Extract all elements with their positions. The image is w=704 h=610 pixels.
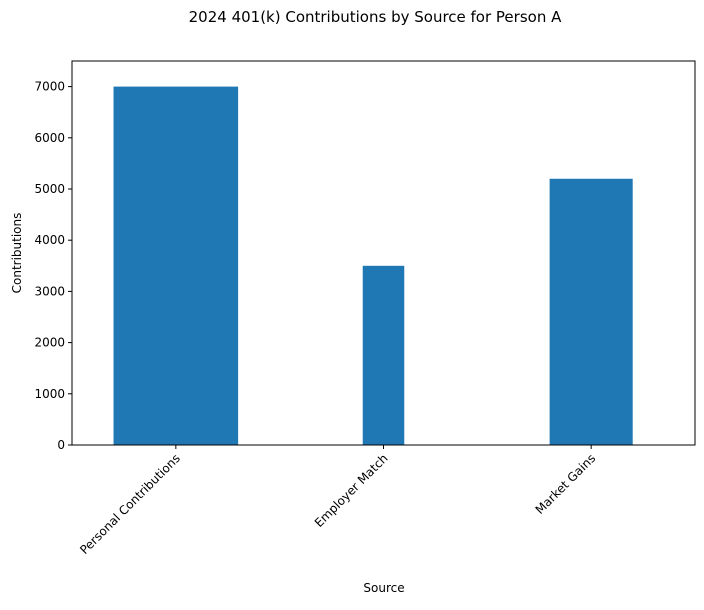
bar-personal-contributions bbox=[113, 86, 239, 445]
x-axis-label: Source bbox=[363, 581, 404, 595]
plot-area bbox=[113, 86, 633, 445]
x-tick-label: Employer Match bbox=[312, 451, 391, 530]
y-axis: 0 1000 2000 3000 4000 5000 6000 7000 bbox=[34, 80, 72, 452]
y-tick-label: 4000 bbox=[34, 233, 65, 247]
x-tick-label: Personal Contributions bbox=[77, 451, 183, 557]
y-tick-label: 5000 bbox=[34, 182, 65, 196]
y-tick-label: 1000 bbox=[34, 387, 65, 401]
y-tick-label: 0 bbox=[57, 438, 65, 452]
y-tick-label: 6000 bbox=[34, 131, 65, 145]
chart-title: 2024 401(k) Contributions by Source for … bbox=[189, 8, 562, 26]
bar-market-gains bbox=[549, 178, 633, 445]
x-tick-label: Market Gains bbox=[533, 451, 599, 517]
bar-employer-match bbox=[362, 265, 405, 445]
y-axis-label: Contributions bbox=[10, 213, 24, 294]
y-tick-label: 2000 bbox=[34, 336, 65, 350]
y-tick-label: 3000 bbox=[34, 284, 65, 298]
x-axis: Personal Contributions Employer Match Mark… bbox=[77, 445, 598, 557]
y-tick-label: 7000 bbox=[34, 80, 65, 94]
